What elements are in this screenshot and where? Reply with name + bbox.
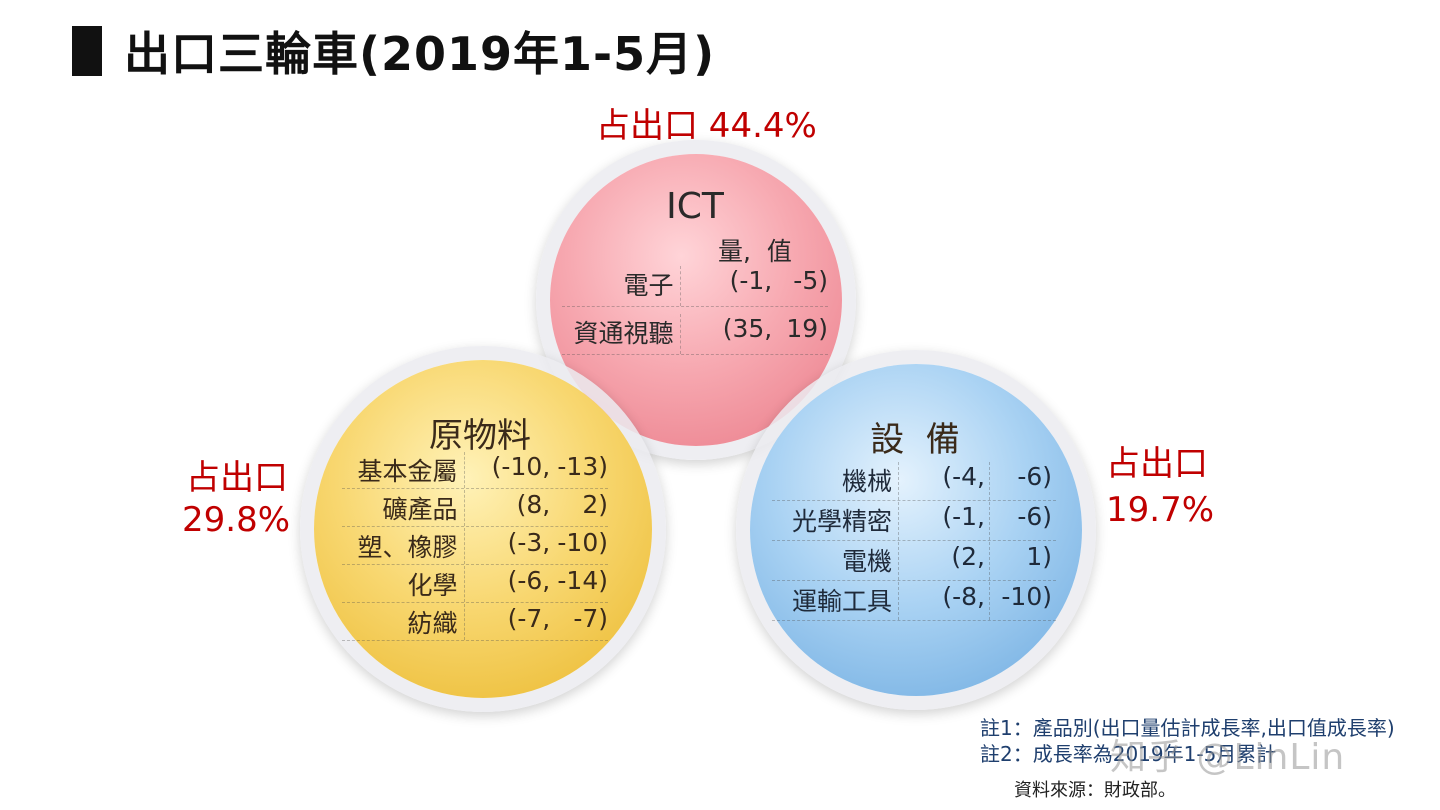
- materials-row-value: -14): [557, 566, 608, 595]
- materials-row-value: -7): [573, 604, 608, 633]
- equipment-circle: [750, 364, 1082, 696]
- ict-row-label: 資通視聽: [562, 314, 681, 354]
- equipment-row-volume: (-4,: [899, 462, 990, 500]
- equipment-row-label: 光學精密: [772, 502, 899, 540]
- title-marker: [72, 26, 102, 76]
- equipment-row: 電機 (2, 1): [772, 542, 1056, 581]
- equipment-row: 運輸工具 (-8, -10): [772, 582, 1056, 621]
- ict-row-value: 19): [786, 314, 828, 343]
- materials-heading: 原物料: [429, 416, 531, 456]
- equipment-share-label: 占出口: [1106, 444, 1208, 484]
- materials-share-label: 占出口: [186, 458, 288, 498]
- watermark: 知乎 @LinLin: [1110, 737, 1346, 778]
- materials-row: 化學 (-6, -14): [342, 566, 608, 603]
- materials-share-value: 29.8%: [182, 500, 291, 540]
- equipment-row-volume: (2,: [899, 542, 990, 580]
- equipment-row-label: 運輸工具: [772, 582, 899, 620]
- materials-row-value: 2): [582, 490, 608, 519]
- equipment-row-label: 機械: [772, 462, 899, 500]
- materials-row-value: -13): [557, 452, 608, 481]
- materials-row-volume: (8,: [516, 490, 551, 519]
- page-title: 出口三輪車(2019年1-5月): [124, 27, 716, 81]
- materials-row-label: 化學: [342, 566, 465, 602]
- ict-row-value: -5): [793, 266, 828, 295]
- materials-row: 塑、橡膠 (-3, -10): [342, 528, 608, 565]
- materials-row-label: 基本金屬: [342, 452, 465, 488]
- materials-row-label: 礦產品: [342, 490, 465, 526]
- equipment-row: 機械 (-4, -6): [772, 462, 1056, 501]
- ict-heading: ICT: [666, 186, 724, 227]
- equipment-row-volume: (-1,: [899, 502, 990, 540]
- materials-row-value: -10): [557, 528, 608, 557]
- note-1: 註1：產品別(出口量估計成長率,出口值成長率): [980, 716, 1395, 740]
- ict-row-label: 電子: [562, 266, 681, 306]
- materials-row: 紡織 (-7, -7): [342, 604, 608, 641]
- materials-row-volume: (-6,: [507, 566, 551, 595]
- note-2: 註2：成長率為2019年1-5月累計: [980, 742, 1277, 766]
- materials-row-label: 塑、橡膠: [342, 528, 465, 564]
- ict-row: 資通視聽 (35, 19): [562, 314, 828, 355]
- equipment-heading: 設 備: [870, 420, 960, 460]
- equipment-row: 光學精密 (-1, -6): [772, 502, 1056, 541]
- ict-subheading: 量, 值: [718, 237, 792, 266]
- ict-row-volume: (35,: [722, 314, 773, 343]
- ict-row: 電子 (-1, -5): [562, 266, 828, 307]
- ict-share: 占出口 44.4%: [596, 106, 817, 146]
- equipment-row-value: -6): [1017, 462, 1052, 491]
- materials-row-label: 紡織: [342, 604, 465, 640]
- equipment-row-value: -6): [1017, 502, 1052, 531]
- equipment-row-value: -10): [1001, 582, 1052, 611]
- equipment-row-volume: (-8,: [899, 582, 990, 620]
- materials-circle: [314, 360, 652, 698]
- equipment-row-value: 1): [1026, 542, 1052, 571]
- ict-row-volume: (-1,: [729, 266, 773, 295]
- equipment-share-value: 19.7%: [1106, 490, 1215, 530]
- materials-row-volume: (-10,: [491, 452, 551, 481]
- materials-row-volume: (-7,: [507, 604, 551, 633]
- materials-row: 礦產品 (8, 2): [342, 490, 608, 527]
- materials-row: 基本金屬 (-10, -13): [342, 452, 608, 489]
- materials-row-volume: (-3,: [507, 528, 551, 557]
- equipment-row-label: 電機: [772, 542, 899, 580]
- source-note: 資料來源：財政部。: [1014, 780, 1176, 801]
- title-area: 出口三輪車(2019年1-5月): [72, 18, 715, 84]
